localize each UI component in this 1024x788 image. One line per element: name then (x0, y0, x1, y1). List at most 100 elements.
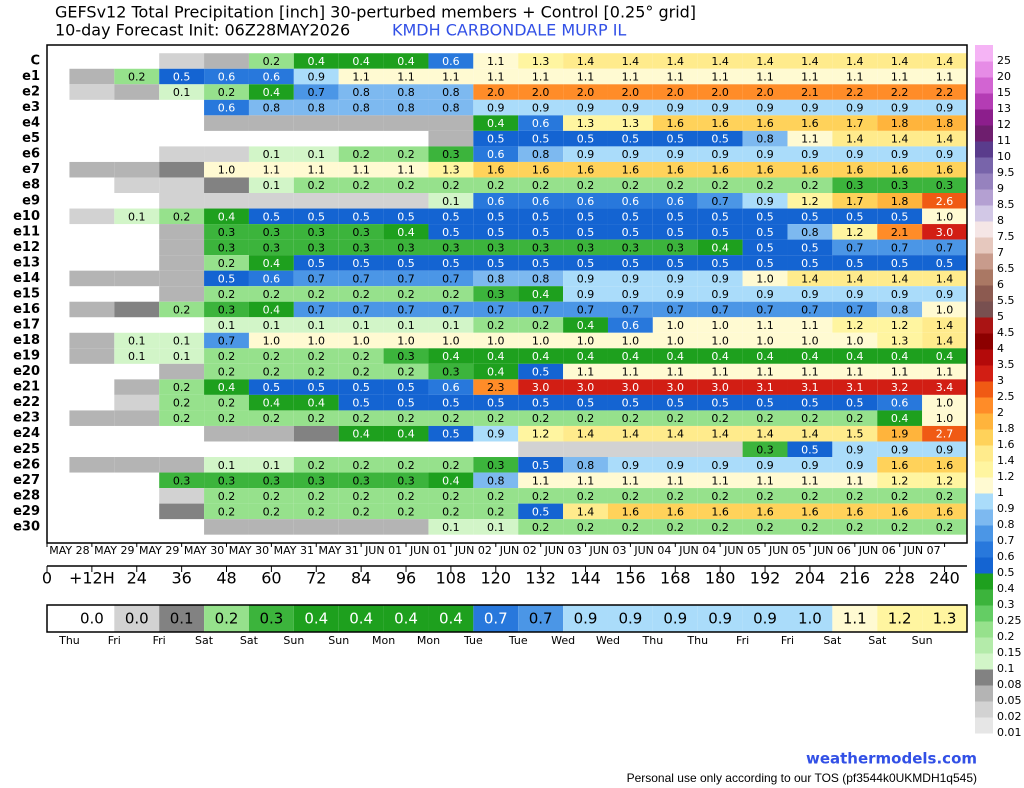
cell-label: 0.6 (487, 195, 505, 208)
cell-label: 0.3 (756, 443, 774, 456)
colorbar-label: 4.5 (997, 326, 1015, 339)
cell (293, 348, 339, 364)
cell-label: 0.1 (218, 319, 236, 332)
cell-label: 0.2 (487, 179, 505, 192)
cell (877, 348, 923, 364)
cell (877, 130, 923, 147)
cell-label: 0.9 (891, 148, 909, 161)
cell (922, 457, 967, 473)
cell-label: 0.5 (667, 210, 685, 223)
cell-label: 0.2 (352, 366, 370, 379)
cell (293, 425, 339, 442)
cell-label: 0.7 (891, 241, 909, 254)
cell (473, 503, 519, 520)
cell (204, 286, 249, 302)
cell-label: 1.0 (487, 335, 505, 348)
cell-label: 1.4 (891, 55, 909, 68)
cell-label: 0.9 (577, 102, 595, 115)
cell-label: 1.0 (577, 335, 595, 348)
cell-label: 0.7 (218, 335, 236, 348)
cell (652, 99, 698, 116)
cell (877, 503, 923, 520)
cell-label: 2.0 (667, 86, 685, 99)
cell (563, 193, 608, 209)
cell (114, 394, 160, 411)
cell-label: 0.9 (667, 288, 685, 301)
cell-label: 0.2 (173, 412, 191, 425)
cell (877, 472, 923, 489)
cell (652, 379, 698, 395)
cell (473, 332, 519, 349)
chart-subtitle: 10-day Forecast Init: 06Z28MAY2026 (55, 21, 350, 40)
row-label: e17 (13, 318, 40, 333)
cell-label: 0.8 (487, 272, 505, 285)
cell (742, 115, 788, 131)
cell (338, 146, 384, 162)
cell (159, 286, 205, 302)
cell-label: 0.3 (442, 241, 460, 254)
cell (114, 161, 160, 178)
cell-label: 0.5 (397, 397, 415, 410)
cell-label: 0.3 (487, 241, 505, 254)
cell (383, 286, 429, 302)
cell-label: 1.1 (263, 164, 281, 177)
cell (114, 208, 160, 225)
cell-label: 0.1 (263, 148, 281, 161)
cell-label: 0.4 (532, 288, 550, 301)
cell (338, 208, 384, 225)
cell (428, 317, 474, 333)
cell (742, 363, 788, 380)
cell-label: 0.4 (487, 350, 505, 363)
cell-label: 0.3 (442, 366, 460, 379)
cell (428, 224, 474, 240)
cell (518, 379, 564, 395)
location: KMDH CARBONDALE MURP IL (392, 21, 626, 40)
cell-label: 1.0 (308, 335, 326, 348)
cell (652, 177, 698, 194)
cell (563, 161, 608, 178)
cell-label: 0.5 (756, 397, 774, 410)
cell-label: 1.1 (756, 319, 774, 332)
summary-label: 1.3 (933, 610, 957, 628)
cell (518, 53, 564, 69)
cell-label: 0.5 (352, 381, 370, 394)
cell-label: 1.1 (577, 474, 595, 487)
colorbar-label: 11 (997, 134, 1011, 147)
cell (697, 239, 743, 256)
cell (877, 286, 923, 302)
cell-label: 0.5 (936, 257, 954, 270)
cell (832, 255, 878, 271)
cell-label: 0.5 (487, 133, 505, 146)
cell-label: 3.2 (891, 381, 909, 394)
colorbar-label: 2.5 (997, 390, 1015, 403)
cell-label: 1.0 (532, 335, 550, 348)
cell-label: 0.4 (397, 55, 415, 68)
cell-label: 1.0 (711, 335, 729, 348)
brand[interactable]: weathermodels.com (806, 750, 977, 768)
cell (607, 488, 653, 504)
cell (607, 394, 653, 411)
cell (652, 68, 698, 85)
cell-label: 0.6 (622, 319, 640, 332)
cell (697, 208, 743, 225)
cell (742, 99, 788, 116)
cell (248, 394, 294, 411)
cell-label: 1.2 (936, 474, 954, 487)
cell-label: 1.6 (936, 164, 954, 177)
cell-label: 0.2 (667, 521, 685, 534)
cell-label: 1.4 (846, 55, 864, 68)
cell-label: 2.0 (487, 86, 505, 99)
cell-label: 1.4 (577, 55, 595, 68)
colorbar-swatch (975, 45, 993, 62)
cell (922, 441, 967, 458)
cell-label: 1.0 (756, 335, 774, 348)
cell (877, 68, 923, 85)
cell-label: 0.9 (891, 443, 909, 456)
grid-frame (46, 44, 968, 544)
cell-label: 0.2 (487, 319, 505, 332)
cell (293, 68, 339, 85)
cell-label: 0.2 (577, 521, 595, 534)
cell-label: 2.6 (936, 195, 954, 208)
cell-label: 0.2 (442, 459, 460, 472)
cell-label: 0.5 (622, 226, 640, 239)
